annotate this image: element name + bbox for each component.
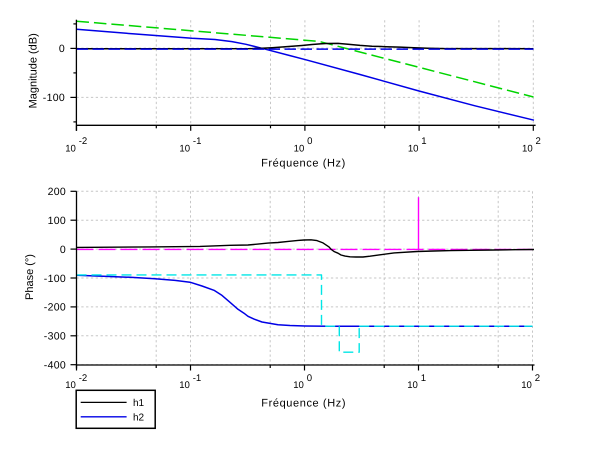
svg-text:0: 0: [307, 373, 312, 384]
svg-text:-1: -1: [193, 373, 202, 384]
svg-text:2: 2: [536, 136, 541, 147]
svg-text:10: 10: [522, 143, 533, 154]
svg-text:Phase (°): Phase (°): [24, 254, 36, 300]
svg-text:1: 1: [421, 373, 426, 384]
svg-text:h2: h2: [133, 412, 145, 423]
svg-text:10: 10: [521, 380, 532, 391]
svg-text:10: 10: [179, 143, 190, 154]
svg-text:-300: -300: [44, 331, 66, 343]
svg-text:1: 1: [421, 136, 426, 147]
svg-text:-200: -200: [44, 302, 66, 314]
svg-text:10: 10: [408, 143, 419, 154]
svg-text:10: 10: [294, 143, 305, 154]
svg-text:10: 10: [179, 380, 190, 391]
svg-text:-2: -2: [79, 136, 88, 147]
svg-text:0: 0: [59, 43, 65, 55]
svg-text:0: 0: [307, 136, 312, 147]
svg-text:-400: -400: [44, 360, 66, 372]
svg-text:10: 10: [65, 143, 76, 154]
svg-text:Magnitude (dB): Magnitude (dB): [28, 33, 40, 108]
svg-text:Fréquence (Hz): Fréquence (Hz): [261, 157, 346, 169]
svg-text:200: 200: [48, 186, 66, 198]
svg-text:-2: -2: [79, 373, 88, 384]
svg-text:-100: -100: [43, 92, 65, 104]
svg-text:-1: -1: [193, 136, 202, 147]
svg-text:Fréquence (Hz): Fréquence (Hz): [261, 398, 346, 410]
svg-text:-100: -100: [44, 273, 66, 285]
svg-text:0: 0: [60, 244, 66, 256]
svg-text:10: 10: [407, 380, 418, 391]
svg-text:100: 100: [48, 215, 66, 227]
svg-text:h1: h1: [133, 398, 145, 409]
svg-text:10: 10: [65, 380, 76, 391]
svg-text:2: 2: [535, 373, 540, 384]
svg-text:10: 10: [293, 380, 304, 391]
